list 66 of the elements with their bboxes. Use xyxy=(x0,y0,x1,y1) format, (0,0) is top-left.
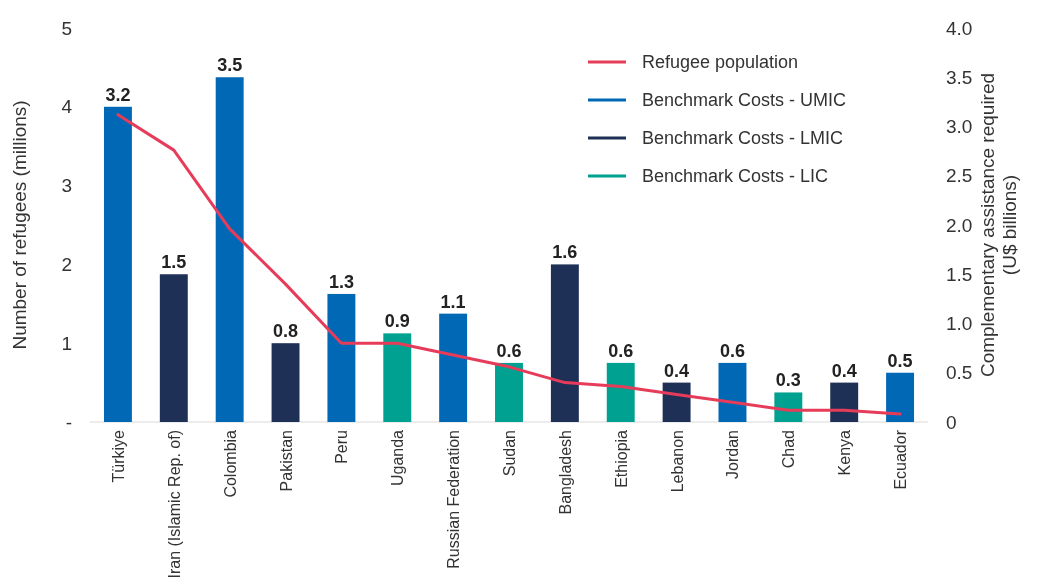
bar xyxy=(718,362,747,422)
x-tick-label: Kenya xyxy=(836,429,854,476)
bar xyxy=(159,274,188,422)
data-label: 0.6 xyxy=(496,340,522,361)
bar xyxy=(439,313,468,422)
x-tick-label: Sudan xyxy=(501,430,518,477)
y2-axis-title: Complementary assistance required (U$ billions) xyxy=(977,72,1020,378)
y2-tick-label: 4.0 xyxy=(946,17,973,39)
bar xyxy=(774,392,803,422)
y-axis-title: Number of refugees (millions) xyxy=(9,100,30,350)
x-tick-label: Iran (Islamic Rep. of) xyxy=(165,430,183,579)
legend-label: Benchmark Costs - UMIC xyxy=(642,90,847,110)
y2-tick-label: 0.5 xyxy=(946,362,973,384)
data-label: 0.4 xyxy=(664,360,690,381)
bar xyxy=(103,106,132,422)
y-tick-label: 1 xyxy=(61,332,72,354)
data-label: 0.6 xyxy=(608,340,634,361)
x-tick-label: Ethiopia xyxy=(612,429,630,488)
bar xyxy=(886,372,915,422)
x-tick-label: Pakistan xyxy=(277,430,295,492)
bar xyxy=(383,333,412,422)
bar xyxy=(495,362,523,422)
data-label: 3.2 xyxy=(105,84,131,105)
data-label: 0.8 xyxy=(273,321,299,342)
y-tick-label: 5 xyxy=(61,17,72,39)
data-label: 0.3 xyxy=(775,370,801,391)
y-tick-label: 4 xyxy=(61,96,73,118)
data-label: 0.4 xyxy=(831,360,857,381)
data-label: 3.5 xyxy=(217,55,243,76)
x-tick-label: Jordan xyxy=(724,430,742,479)
bar xyxy=(606,362,635,422)
x-tick-label: Uganda xyxy=(389,429,407,487)
bar xyxy=(271,343,300,422)
legend-label: Refugee population xyxy=(642,52,799,72)
x-tick-label: Russian Federation xyxy=(445,430,463,569)
legend-label: Benchmark Costs - LMIC xyxy=(642,128,844,148)
y2-tick-label: 2.5 xyxy=(946,165,973,187)
x-tick-label: Bangladesh xyxy=(556,430,574,515)
y2-tick-label: 3.5 xyxy=(946,66,973,88)
bar xyxy=(662,382,691,422)
y-tick-label: - xyxy=(65,411,72,433)
y2-tick-label: 2.0 xyxy=(946,214,973,236)
x-tick-label: Colombia xyxy=(221,429,239,498)
x-tick-label: Ecuador xyxy=(892,429,910,490)
x-tick-label: Chad xyxy=(780,430,798,469)
data-label: 0.9 xyxy=(384,311,410,332)
legend-label: Benchmark Costs - LIC xyxy=(642,166,829,186)
y2-tick-label: 1.0 xyxy=(946,313,973,335)
data-label: 1.1 xyxy=(440,291,466,312)
y2-tick-label: 0 xyxy=(946,411,957,433)
data-label: 0.6 xyxy=(719,340,745,361)
bar xyxy=(550,264,579,422)
data-label: 1.3 xyxy=(328,271,354,292)
bar xyxy=(215,77,244,422)
bar xyxy=(830,382,859,422)
y2-tick-label: 1.5 xyxy=(946,263,973,285)
bar xyxy=(327,293,356,422)
data-label: 0.5 xyxy=(887,350,913,371)
x-tick-label: Peru xyxy=(333,430,351,464)
x-tick-label: Türkiye xyxy=(109,429,127,483)
x-tick-label: Lebanon xyxy=(668,430,686,493)
data-label: 1.6 xyxy=(552,242,578,263)
y2-tick-label: 3.0 xyxy=(946,116,973,138)
y-tick-label: 2 xyxy=(61,253,72,275)
y-tick-label: 3 xyxy=(61,175,72,197)
data-label: 1.5 xyxy=(161,252,187,273)
